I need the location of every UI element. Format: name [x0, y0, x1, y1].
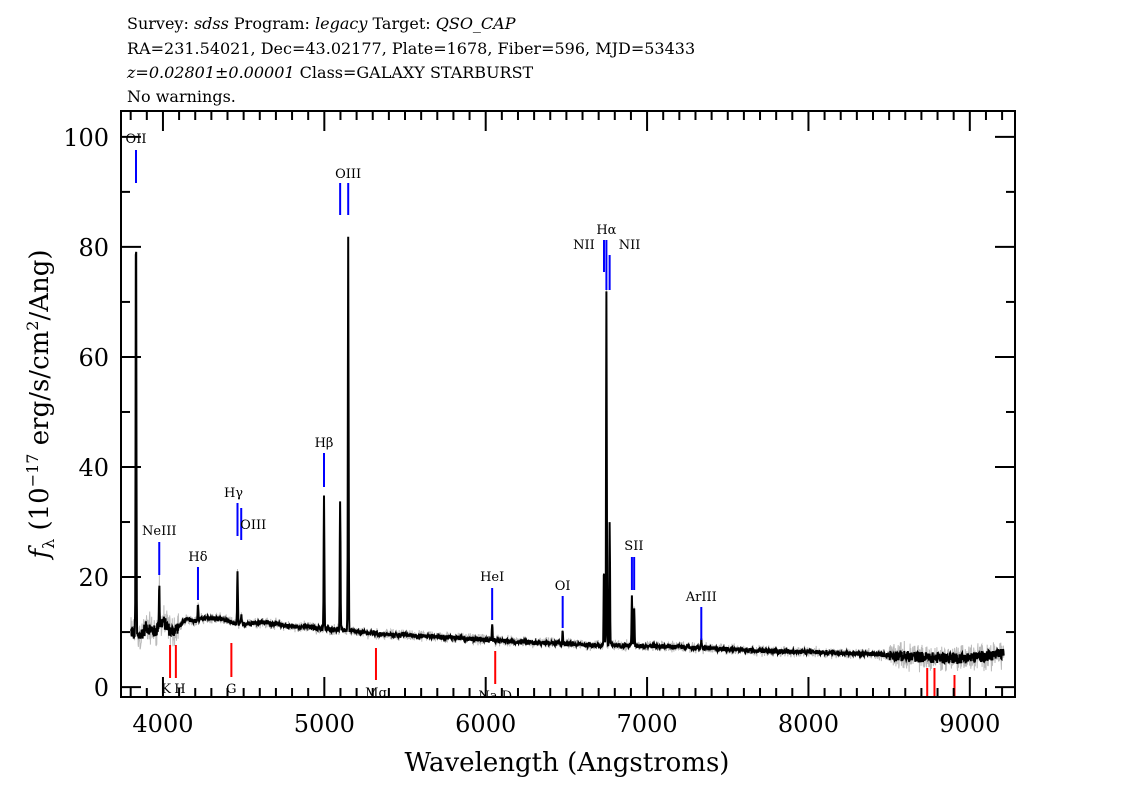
y-tick-label: 80: [78, 234, 109, 262]
axes: 4000 5000 6000 7000 8000 9000 0 20 40 60 80 100: [63, 110, 1016, 738]
header-line-coords: RA=231.54021, Dec=43.02177, Plate=1678, …: [127, 39, 696, 58]
absorption-label-0: K: [161, 682, 171, 697]
y-tick-label: 60: [78, 344, 109, 372]
survey-label: Survey:: [127, 14, 194, 33]
plot-frame: [120, 110, 1016, 698]
y-axis-label: fλ (10−17 erg/s/cm2/Ang): [23, 249, 58, 560]
redshift-value: z=0.02801±0.00001: [127, 63, 295, 82]
x-tick-label: 7000: [617, 710, 678, 738]
header-line-redshift: z=0.02801±0.00001 Class=GALAXY STARBURST: [127, 63, 533, 82]
absorption-label-2: G: [226, 682, 236, 697]
flux-line: [129, 236, 1005, 666]
x-axis-label: Wavelength (Angstroms): [405, 748, 730, 778]
emission-label-4: OIII: [240, 518, 266, 533]
absorption-label-3: Mg: [365, 686, 387, 701]
emission-label-8: HeI: [480, 570, 504, 585]
program-value: legacy: [315, 14, 368, 33]
target-label: Target:: [367, 14, 436, 33]
flux-series: [129, 236, 1005, 666]
emission-label-5: Hβ: [315, 436, 334, 451]
target-value: QSO_CAP: [435, 14, 516, 33]
x-tick-label: 5000: [294, 710, 355, 738]
survey-value: sdss: [193, 14, 229, 33]
emission-label-3: Hγ: [224, 486, 243, 501]
emission-label-1: NeIII: [142, 524, 176, 539]
x-tick-label: 8000: [778, 710, 839, 738]
y-tick-label: 40: [78, 454, 109, 482]
error-band: [130, 239, 1005, 673]
x-tick-label: 9000: [939, 710, 1000, 738]
header-line-survey: Survey: sdss Program: legacy Target: QSO…: [127, 14, 516, 33]
program-label: Program:: [228, 14, 316, 33]
emission-label-0: OII: [126, 132, 147, 147]
y-tick-label: 20: [78, 564, 109, 592]
y-tick-label: 100: [63, 124, 109, 152]
y-tick-label: 0: [94, 674, 109, 702]
absorption-label-4: Na D: [478, 689, 512, 704]
emission-label-12: NII: [619, 238, 641, 253]
emission-label-2: Hδ: [188, 550, 207, 565]
emission-label-10: NII: [573, 238, 595, 253]
emission-label-13: SII: [624, 539, 643, 554]
emission-label-11: Hα: [596, 223, 616, 238]
emission-label-6: OIII: [335, 167, 361, 182]
x-tick-label: 6000: [455, 710, 516, 738]
x-tick-label: 4000: [132, 710, 193, 738]
emission-label-9: OI: [555, 579, 571, 594]
error-line: [130, 239, 1005, 673]
header-line-warnings: No warnings.: [127, 87, 236, 106]
class-value: Class=GALAXY STARBURST: [294, 63, 534, 82]
emission-label-15: ArIII: [685, 590, 717, 605]
